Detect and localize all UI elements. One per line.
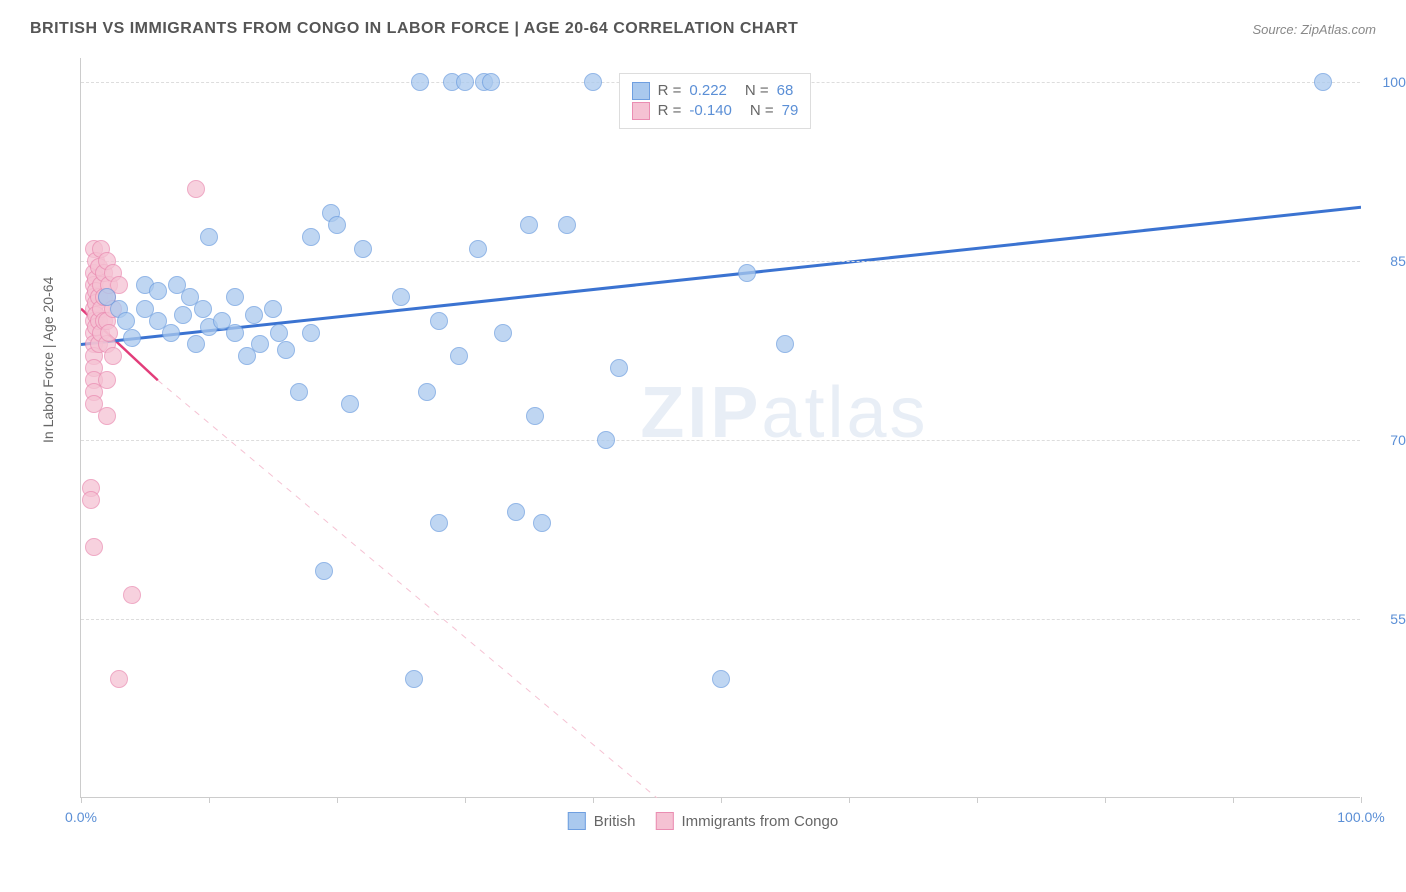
point-british (469, 240, 487, 258)
x-tick-label: 0.0% (65, 809, 97, 825)
chart-header: BRITISH VS IMMIGRANTS FROM CONGO IN LABO… (30, 20, 1376, 38)
point-british (520, 216, 538, 234)
point-british (776, 335, 794, 353)
y-tick-label: 55.0% (1390, 611, 1406, 627)
source-label: Source: ZipAtlas.com (1252, 22, 1376, 37)
point-british (328, 216, 346, 234)
point-british (117, 312, 135, 330)
x-tick (209, 797, 210, 803)
point-british (558, 216, 576, 234)
y-tick-label: 100.0% (1383, 74, 1406, 90)
legend-bottom: British Immigrants from Congo (568, 812, 838, 830)
legend-item-congo: Immigrants from Congo (655, 812, 838, 830)
chart-title: BRITISH VS IMMIGRANTS FROM CONGO IN LABO… (30, 20, 798, 38)
y-axis-label: In Labor Force | Age 20-64 (40, 277, 56, 443)
x-tick (1361, 797, 1362, 803)
point-british (533, 514, 551, 532)
point-british (405, 670, 423, 688)
point-congo (82, 491, 100, 509)
point-british (450, 347, 468, 365)
point-british (597, 431, 615, 449)
point-british (149, 282, 167, 300)
point-congo (98, 407, 116, 425)
point-british (411, 73, 429, 91)
point-british (418, 383, 436, 401)
point-congo (85, 538, 103, 556)
y-tick-label: 70.0% (1390, 432, 1406, 448)
point-british (251, 335, 269, 353)
point-british (738, 264, 756, 282)
point-british (226, 324, 244, 342)
point-british (290, 383, 308, 401)
x-tick (721, 797, 722, 803)
point-british (302, 324, 320, 342)
point-british (354, 240, 372, 258)
point-british (482, 73, 500, 91)
y-tick-label: 85.0% (1390, 253, 1406, 269)
legend-stats: R = 0.222 N = 68 R = -0.140 N = 79 (619, 73, 812, 129)
point-british (494, 324, 512, 342)
point-congo (100, 324, 118, 342)
scatter-plot: ZIPatlas 55.0%70.0%85.0%100.0%0.0%100.0%… (80, 58, 1360, 798)
point-congo (187, 180, 205, 198)
point-british (277, 341, 295, 359)
legend-stats-row: R = 0.222 N = 68 (632, 82, 799, 100)
point-british (187, 335, 205, 353)
x-tick (1105, 797, 1106, 803)
point-british (226, 288, 244, 306)
point-british (264, 300, 282, 318)
legend-stats-row: R = -0.140 N = 79 (632, 102, 799, 120)
x-tick (337, 797, 338, 803)
x-tick (81, 797, 82, 803)
point-british (341, 395, 359, 413)
point-british (194, 300, 212, 318)
point-congo (110, 670, 128, 688)
x-tick (849, 797, 850, 803)
point-british (526, 407, 544, 425)
gridline-h (81, 440, 1360, 441)
point-british (1314, 73, 1332, 91)
point-congo (104, 347, 122, 365)
watermark: ZIPatlas (640, 372, 928, 454)
legend-item-british: British (568, 812, 636, 830)
point-british (270, 324, 288, 342)
point-british (174, 306, 192, 324)
point-british (430, 514, 448, 532)
point-british (200, 228, 218, 246)
x-tick (593, 797, 594, 803)
point-british (507, 503, 525, 521)
point-congo (98, 371, 116, 389)
point-british (162, 324, 180, 342)
point-british (302, 228, 320, 246)
point-british (245, 306, 263, 324)
point-british (392, 288, 410, 306)
swatch-icon (632, 82, 650, 100)
swatch-icon (632, 102, 650, 120)
swatch-congo (655, 812, 673, 830)
chart-area: In Labor Force | Age 20-64 ZIPatlas 55.0… (30, 48, 1376, 838)
point-british (123, 329, 141, 347)
x-tick (1233, 797, 1234, 803)
gridline-h (81, 619, 1360, 620)
point-congo (123, 586, 141, 604)
point-british (584, 73, 602, 91)
point-british (456, 73, 474, 91)
point-british (610, 359, 628, 377)
point-british (430, 312, 448, 330)
x-tick (465, 797, 466, 803)
point-british (712, 670, 730, 688)
point-british (315, 562, 333, 580)
gridline-h (81, 261, 1360, 262)
swatch-british (568, 812, 586, 830)
x-tick (977, 797, 978, 803)
x-tick-label: 100.0% (1337, 809, 1384, 825)
